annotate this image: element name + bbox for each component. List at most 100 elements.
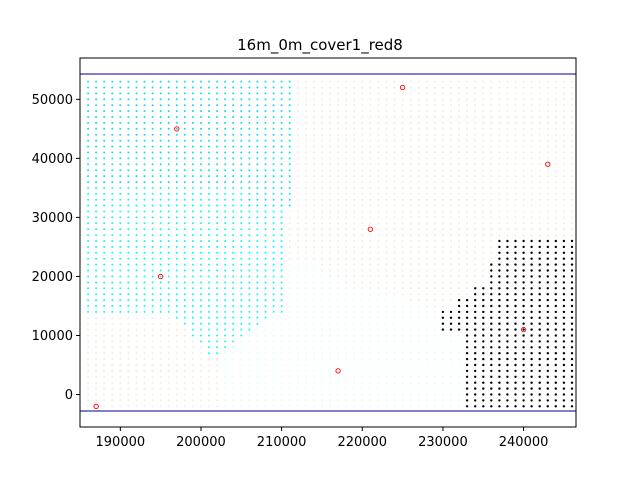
grid-point (393, 127, 396, 130)
grid-point (417, 316, 420, 319)
grid-point (353, 322, 356, 325)
grid-point (361, 358, 364, 361)
grid-point (353, 263, 356, 266)
grid-point (329, 257, 331, 260)
grid-point (554, 257, 557, 260)
grid-point (240, 334, 243, 337)
grid-point (232, 127, 235, 130)
grid-point (345, 340, 348, 343)
grid-point (450, 287, 452, 290)
grid-point (111, 364, 114, 366)
grid-point (530, 263, 533, 266)
grid-point (450, 169, 452, 172)
grid-point (393, 169, 396, 172)
grid-point (465, 381, 469, 384)
grid-point (248, 393, 251, 396)
grid-point (401, 169, 404, 172)
grid-point (127, 234, 130, 237)
grid-point (248, 316, 251, 319)
grid-point (538, 228, 541, 231)
grid-point (458, 145, 461, 148)
grid-point (482, 228, 485, 231)
grid-point (304, 169, 307, 172)
grid-point (224, 240, 227, 242)
grid-point (304, 145, 307, 148)
grid-point (111, 299, 114, 302)
grid-point (506, 281, 509, 284)
grid-point (288, 399, 291, 402)
grid-point (135, 181, 138, 183)
grid-point (369, 222, 372, 225)
grid-point (264, 369, 267, 372)
grid-point (466, 281, 469, 284)
y-tick-label: 50000 (32, 93, 73, 108)
grid-point (465, 399, 469, 402)
grid-point (393, 293, 396, 296)
grid-point (465, 340, 469, 343)
center-marker (335, 368, 341, 374)
grid-point (240, 175, 243, 178)
grid-point (458, 257, 461, 260)
grid-point (280, 145, 283, 148)
grid-point (256, 133, 259, 136)
grid-point (554, 263, 557, 266)
grid-point (425, 228, 428, 231)
grid-point (216, 364, 219, 366)
grid-point (304, 369, 307, 372)
grid-point (296, 98, 299, 101)
grid-point (506, 304, 509, 308)
grid-point (353, 305, 356, 307)
grid-point (200, 287, 202, 290)
grid-point (337, 116, 340, 118)
grid-point (183, 340, 186, 343)
grid-point (248, 334, 251, 337)
grid-point (208, 399, 210, 402)
grid-point (482, 369, 485, 373)
grid-point (119, 181, 122, 183)
grid-point (546, 381, 549, 384)
grid-point (321, 263, 323, 266)
grid-point (361, 110, 364, 113)
grid-point (248, 257, 251, 260)
grid-point (530, 328, 533, 331)
grid-point (256, 245, 259, 248)
grid-point (151, 293, 154, 296)
grid-point (369, 387, 372, 390)
grid-point (498, 346, 501, 349)
grid-point (554, 222, 557, 225)
grid-point (441, 240, 444, 242)
grid-point (224, 181, 227, 183)
grid-point (546, 245, 549, 249)
grid-point (538, 381, 541, 384)
grid-point (385, 121, 388, 124)
grid-point (441, 375, 444, 378)
grid-point (562, 116, 565, 118)
grid-point (119, 251, 122, 254)
grid-point (312, 381, 315, 384)
grid-point (321, 210, 323, 213)
grid-point (159, 299, 162, 302)
grid-point (385, 245, 388, 248)
grid-point (135, 145, 138, 148)
grid-point (272, 245, 275, 248)
grid-point (570, 381, 574, 384)
grid-point (377, 234, 380, 237)
grid-point (425, 399, 428, 402)
grid-point (562, 169, 565, 172)
grid-point (530, 334, 533, 337)
grid-point (329, 405, 331, 408)
grid-point (167, 204, 170, 207)
grid-point (208, 121, 210, 124)
grid-point (385, 175, 388, 178)
grid-point (321, 222, 323, 225)
grid-point (393, 364, 396, 366)
grid-point (514, 245, 517, 249)
grid-point (240, 369, 243, 372)
grid-point (151, 127, 154, 130)
grid-point (200, 92, 202, 95)
grid-point (345, 234, 348, 237)
grid-point (490, 399, 493, 402)
grid-point (95, 287, 98, 290)
grid-point (337, 86, 340, 89)
grid-point (127, 405, 130, 408)
